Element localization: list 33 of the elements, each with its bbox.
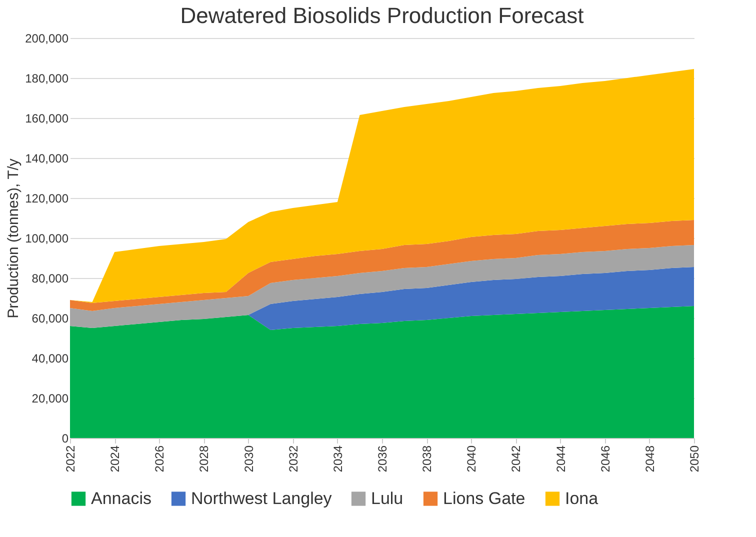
legend-label: Annacis	[91, 488, 152, 508]
x-tick-label: 2048	[642, 445, 657, 472]
x-tick-label: 2036	[376, 445, 390, 472]
x-tick-label: 2050	[688, 445, 702, 472]
x-tick-label: 2040	[464, 445, 479, 472]
x-tick-label: 2028	[197, 445, 212, 472]
chart-title: Dewatered Biosolids Production Forecast	[180, 3, 584, 28]
legend-label: Northwest Langley	[191, 488, 332, 508]
y-tick-label: 140,000	[25, 152, 69, 166]
legend-label: Lions Gate	[443, 488, 526, 508]
x-tick-label: 2022	[64, 445, 78, 472]
legend-label: Iona	[565, 488, 599, 508]
x-tick-label: 2038	[420, 445, 434, 472]
y-tick-label: 100,000	[25, 232, 69, 246]
y-tick-label: 180,000	[25, 72, 69, 86]
y-tick-label: 120,000	[25, 192, 69, 206]
y-tick-label: 0	[62, 432, 69, 446]
x-tick-label: 2046	[598, 445, 612, 472]
x-tick-label: 2044	[554, 445, 568, 472]
y-tick-label: 200,000	[25, 32, 69, 46]
legend-label: Lulu	[371, 488, 404, 508]
x-tick-label: 2032	[286, 445, 300, 472]
y-tick-label: 20,000	[32, 392, 69, 406]
x-tick-label: 2034	[330, 445, 345, 472]
x-tick-label: 2030	[242, 445, 256, 472]
y-tick-label: 40,000	[32, 352, 69, 366]
x-tick-label: 2024	[108, 445, 122, 472]
x-tick-label: 2026	[152, 445, 167, 472]
x-tick-label: 2042	[509, 445, 524, 472]
y-axis-title: Production (tonnes), T/y	[5, 158, 22, 318]
y-tick-label: 60,000	[32, 312, 69, 326]
y-tick-label: 80,000	[32, 272, 69, 286]
y-tick-label: 160,000	[25, 112, 69, 126]
